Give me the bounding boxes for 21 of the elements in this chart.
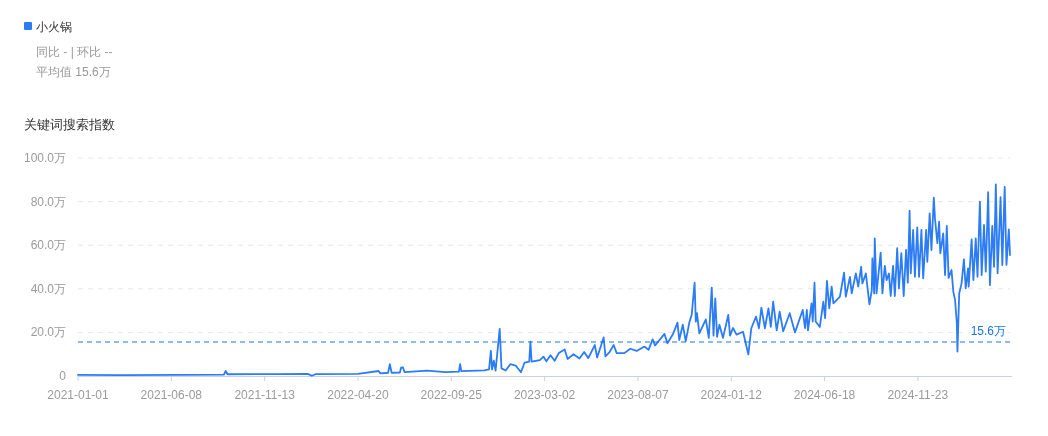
y-tick-label: 60.0万 — [30, 238, 66, 253]
ref-line-label: 15.6万 — [970, 324, 1006, 338]
x-tick-label: 2024-11-23 — [887, 388, 949, 402]
y-tick-label: 20.0万 — [30, 325, 66, 340]
annotation: 同比 - | 环比 -- — [36, 45, 113, 59]
x-tick-label: 2022-04-20 — [327, 388, 389, 402]
x-tick-label: 2024-06-18 — [793, 388, 856, 402]
annotation: 平均值 15.6万 — [36, 65, 111, 79]
x-tick-label: 2021-06-08 — [140, 388, 202, 402]
x-tick-label: 2021-11-13 — [234, 388, 295, 402]
x-tick-label: 2024-01-12 — [700, 388, 762, 402]
x-tick-label: 2023-08-07 — [607, 388, 669, 402]
y-tick-label: 80.0万 — [30, 194, 66, 209]
y-tick-label: 0 — [59, 369, 66, 383]
legend-label: 小火锅 — [36, 19, 72, 34]
x-tick-label: 2021-01-01 — [47, 388, 109, 402]
x-tick-label: 2022-09-25 — [420, 388, 482, 402]
y-tick-label: 40.0万 — [30, 281, 66, 296]
y-tick-label: 100.0万 — [23, 151, 66, 165]
title: 关键词搜索指数 — [24, 117, 115, 132]
x-tick-label: 2023-03-02 — [513, 388, 576, 402]
